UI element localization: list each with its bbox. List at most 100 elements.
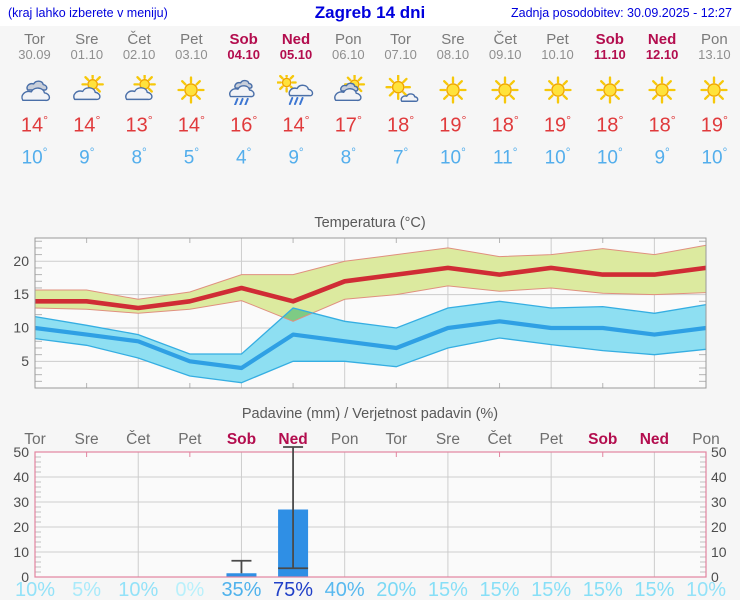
day-name-label: Pet xyxy=(546,31,569,48)
precip-day-label: Sre xyxy=(436,431,460,448)
max-temp-label: 14° xyxy=(20,113,49,137)
max-temp-label: 19° xyxy=(439,113,467,137)
day-column: Pet 10.10 19° 10° xyxy=(531,26,584,168)
precip-day-label: Čet xyxy=(487,431,512,448)
max-temp-label: 18° xyxy=(386,113,415,137)
day-date-label: 30.09 xyxy=(18,47,51,62)
precip-probability-label: 20% xyxy=(376,579,416,600)
day-column: Pon 06.10 17° 8° xyxy=(322,26,375,168)
max-temp-label: 14° xyxy=(282,113,310,137)
precip-probability-label: 35% xyxy=(221,579,261,600)
precip-day-label: Sob xyxy=(588,431,617,448)
day-name-label: Pet xyxy=(180,31,203,48)
plot-frame xyxy=(34,237,707,389)
max-temp-label: 18° xyxy=(648,113,676,137)
sunny-icon xyxy=(636,75,689,106)
day-column: Sob 11.10 18° 10° xyxy=(583,26,636,168)
plot-background xyxy=(35,452,706,577)
sun-rain-icon xyxy=(270,72,323,106)
day-name-label: Ned xyxy=(647,31,677,48)
tmax-band-edge xyxy=(34,285,707,322)
day-date-label: 13.10 xyxy=(698,47,731,62)
max-temp-label: 18° xyxy=(596,113,624,137)
precip-probability-label: 15% xyxy=(428,579,468,600)
precip-day-label: Čet xyxy=(126,431,151,448)
sunny-icon xyxy=(165,75,218,106)
y-axis-label: 15 xyxy=(13,286,29,302)
precip-probability-label: 15% xyxy=(634,579,674,600)
precip-day-label: Pon xyxy=(692,431,720,448)
day-column: Ned 05.10 14° 9° xyxy=(270,26,323,168)
min-temp-label: 9° xyxy=(288,145,304,168)
precipitation-chart: Padavine (mm) / Verjetnost padavin (%) T… xyxy=(13,406,727,600)
min-temp-label: 8° xyxy=(340,145,356,168)
precip-probability-label: 10% xyxy=(118,579,158,600)
day-date-label: 02.10 xyxy=(122,47,156,62)
max-temp-label: 13° xyxy=(125,113,153,137)
day-date-label: 07.10 xyxy=(384,47,417,62)
y-axis-label: 10 xyxy=(13,544,29,560)
y-axis-label: 5 xyxy=(21,353,29,369)
min-temp-label: 10° xyxy=(21,145,48,168)
day-date-label: 09.10 xyxy=(488,47,522,62)
sunny-icon xyxy=(426,75,479,106)
temp-chart-title: Temperatura (°C) xyxy=(314,215,425,231)
y-axis-label: 0 xyxy=(711,569,719,585)
precip-probability-label: 15% xyxy=(480,579,520,600)
precip-day-label: Sob xyxy=(227,431,256,448)
mostly-cloudy-icon xyxy=(322,73,375,106)
precip-chart-title: Padavine (mm) / Verjetnost padavin (%) xyxy=(242,406,498,422)
min-temp-label: 8° xyxy=(131,145,147,168)
sunny-icon xyxy=(688,75,740,106)
day-column: Čet 09.10 18° 11° xyxy=(479,26,532,168)
day-name-label: Pon xyxy=(701,31,728,48)
day-date-label: 03.10 xyxy=(175,47,208,62)
tmax-line xyxy=(35,265,707,311)
y-axis-label: 40 xyxy=(711,469,727,485)
min-temp-label: 5° xyxy=(183,145,200,168)
y-axis-label: 20 xyxy=(13,253,29,269)
precip-probability-label: 10% xyxy=(15,579,55,600)
day-date-label: 12.10 xyxy=(645,47,679,62)
precip-day-label: Pet xyxy=(178,431,202,448)
max-temp-label: 17° xyxy=(334,113,362,137)
precip-probability-label: 5% xyxy=(72,579,101,600)
precip-probability-label: 15% xyxy=(583,579,623,600)
y-axis-label: 10 xyxy=(711,544,727,560)
min-temp-label: 10° xyxy=(439,145,466,168)
y-axis-label: 50 xyxy=(711,444,727,460)
day-name-label: Tor xyxy=(24,31,45,48)
day-name-label: Sre xyxy=(75,31,99,48)
y-axis-label: 20 xyxy=(13,519,29,535)
location-menu-hint: (kraj lahko izberete v meniju) xyxy=(8,6,168,20)
day-name-label: Ned xyxy=(281,31,311,48)
last-update-label: Zadnja posodobitev: 30.09.2025 - 12:27 xyxy=(510,6,732,20)
partly-cloudy-icon xyxy=(60,73,113,106)
precip-probability-label: 75% xyxy=(273,579,313,600)
page-title: Zagreb 14 dni xyxy=(314,3,426,22)
min-temp-label: 9° xyxy=(79,145,95,168)
day-name-label: Sob xyxy=(229,31,258,48)
day-date-label: 10.10 xyxy=(541,47,574,62)
y-axis-label: 20 xyxy=(711,519,727,535)
max-temp-label: 14° xyxy=(177,113,205,137)
y-axis-label: 40 xyxy=(13,469,29,485)
tmax-band xyxy=(35,245,706,322)
min-temp-label: 10° xyxy=(544,145,571,168)
page-header: (kraj lahko izberete v meniju) Zagreb 14… xyxy=(0,0,740,26)
sun-small-cloud-icon xyxy=(374,74,427,106)
precip-day-label: Sre xyxy=(75,431,99,448)
tmin-line xyxy=(34,319,707,371)
precip-day-label: Tor xyxy=(24,431,46,448)
y-axis-label: 0 xyxy=(21,569,29,585)
min-temp-label: 4° xyxy=(236,145,252,168)
tmax-band-edge xyxy=(35,244,707,300)
max-temp-label: 18° xyxy=(491,113,519,137)
precip-bar xyxy=(226,573,257,577)
sunny-icon xyxy=(583,75,636,106)
precip-probability-label: 0% xyxy=(175,579,204,600)
day-name-label: Čet xyxy=(493,31,517,48)
day-name-label: Čet xyxy=(127,31,151,48)
day-column: Pet 03.10 14° 5° xyxy=(165,26,218,168)
